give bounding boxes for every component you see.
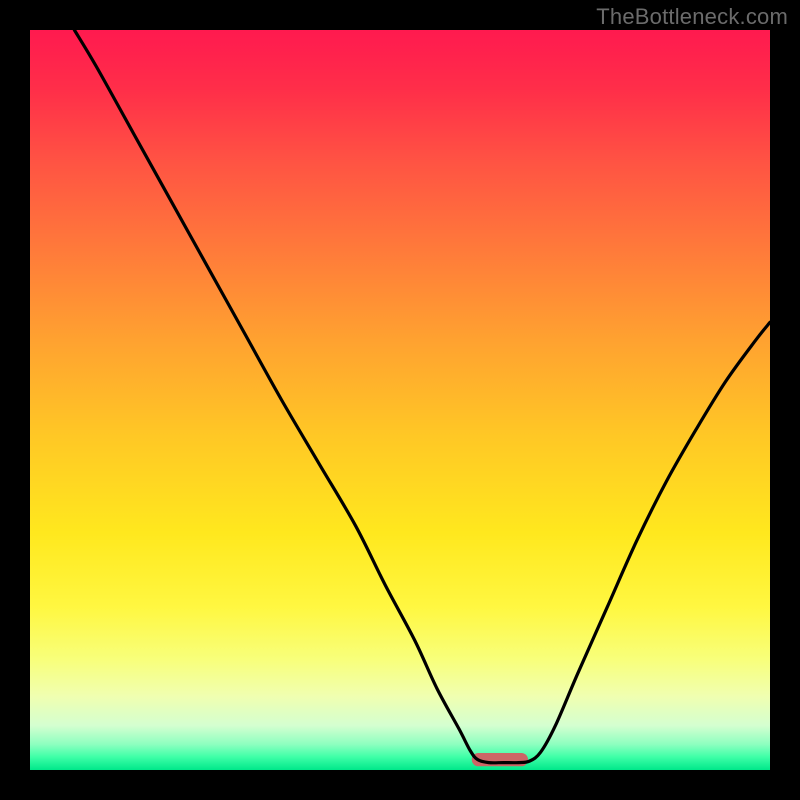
bottleneck-plot	[0, 0, 800, 800]
gradient-bg	[30, 30, 770, 770]
chart-frame: TheBottleneck.com	[0, 0, 800, 800]
watermark-text: TheBottleneck.com	[596, 4, 788, 30]
